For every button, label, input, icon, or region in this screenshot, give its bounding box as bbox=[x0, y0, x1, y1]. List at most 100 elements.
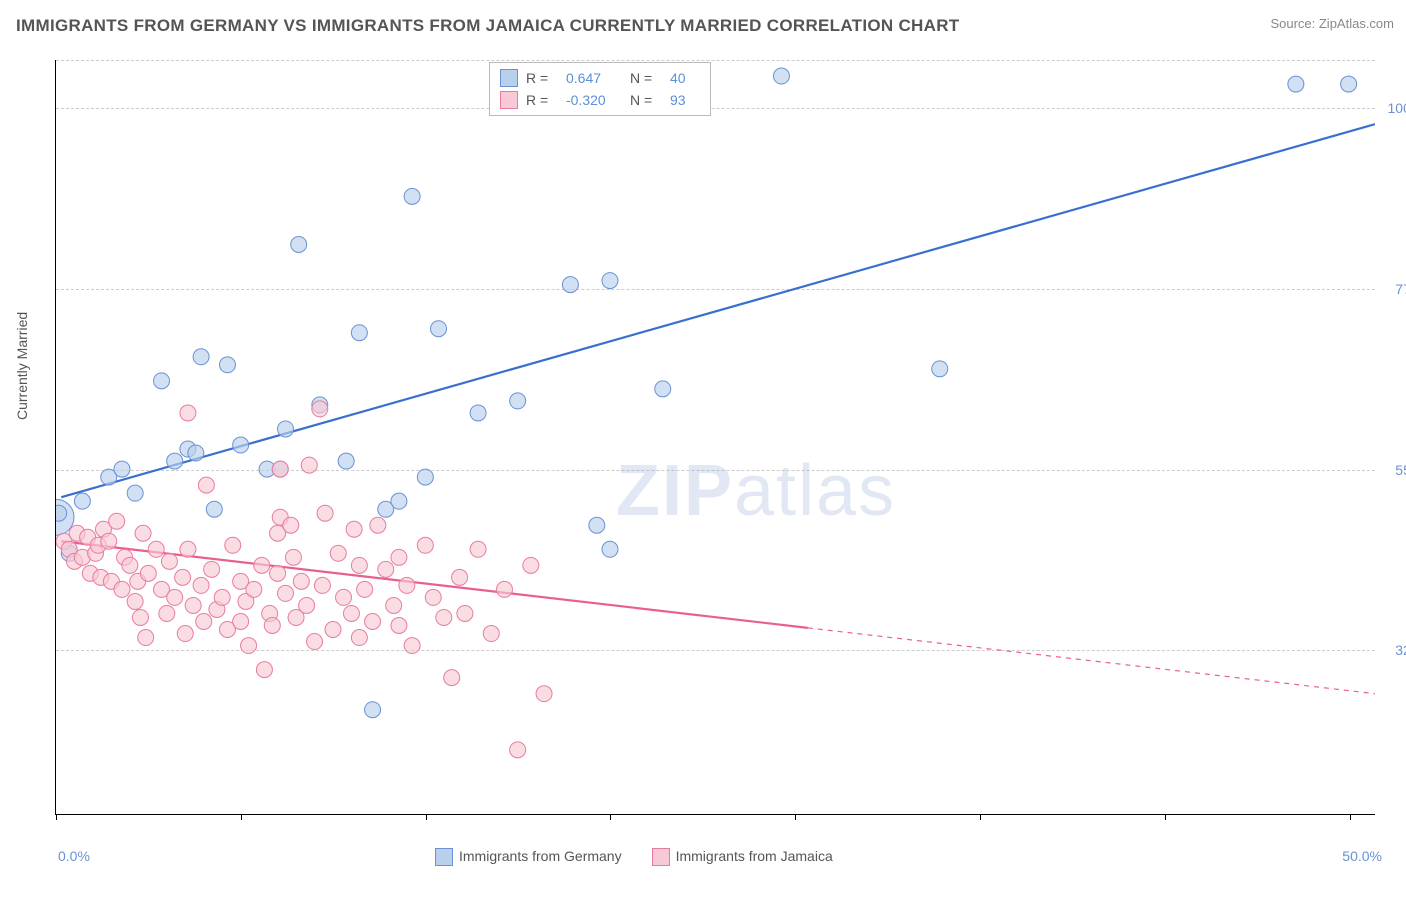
data-point bbox=[132, 609, 148, 625]
data-point bbox=[204, 561, 220, 577]
data-point bbox=[510, 742, 526, 758]
data-point bbox=[256, 662, 272, 678]
data-point bbox=[127, 485, 143, 501]
data-point bbox=[185, 597, 201, 613]
ytick-label: 77.5% bbox=[1395, 281, 1406, 297]
data-point bbox=[214, 589, 230, 605]
data-point bbox=[523, 557, 539, 573]
data-point bbox=[343, 605, 359, 621]
data-point bbox=[1288, 76, 1304, 92]
x-axis-max-label: 50.0% bbox=[1342, 848, 1382, 920]
xtick bbox=[241, 814, 242, 820]
data-point bbox=[325, 622, 341, 638]
data-point bbox=[404, 188, 420, 204]
data-point bbox=[293, 573, 309, 589]
data-point bbox=[346, 521, 362, 537]
data-point bbox=[283, 517, 299, 533]
data-point bbox=[336, 589, 352, 605]
xtick bbox=[56, 814, 57, 820]
data-point bbox=[351, 557, 367, 573]
data-point bbox=[301, 457, 317, 473]
data-point bbox=[278, 421, 294, 437]
data-point bbox=[357, 581, 373, 597]
data-point bbox=[135, 525, 151, 541]
data-point bbox=[241, 638, 257, 654]
xtick bbox=[980, 814, 981, 820]
data-point bbox=[312, 401, 328, 417]
data-point bbox=[138, 630, 154, 646]
data-point bbox=[562, 277, 578, 293]
data-point bbox=[233, 437, 249, 453]
data-point bbox=[1341, 76, 1357, 92]
data-point bbox=[317, 505, 333, 521]
data-point bbox=[161, 553, 177, 569]
data-point bbox=[175, 569, 191, 585]
data-point bbox=[278, 585, 294, 601]
data-point bbox=[391, 493, 407, 509]
data-point bbox=[338, 453, 354, 469]
data-point bbox=[351, 325, 367, 341]
data-point bbox=[496, 581, 512, 597]
plot-area: ZIPatlas R = 0.647 N = 40 R = -0.320 N =… bbox=[55, 60, 1375, 815]
data-point bbox=[148, 541, 164, 557]
x-axis-min-label: 0.0% bbox=[58, 848, 90, 920]
data-point bbox=[219, 357, 235, 373]
data-point bbox=[431, 321, 447, 337]
legend-row-1: R = 0.647 N = 40 bbox=[500, 67, 700, 89]
legend-stats: R = 0.647 N = 40 R = -0.320 N = 93 bbox=[489, 62, 711, 116]
data-point bbox=[233, 614, 249, 630]
bottom-legend: Immigrants from Germany Immigrants from … bbox=[435, 848, 833, 866]
data-point bbox=[307, 634, 323, 650]
data-point bbox=[198, 477, 214, 493]
trend-line-extrapolated bbox=[808, 628, 1375, 694]
data-point bbox=[140, 565, 156, 581]
xtick bbox=[610, 814, 611, 820]
data-point bbox=[932, 361, 948, 377]
data-point bbox=[444, 670, 460, 686]
data-point bbox=[109, 513, 125, 529]
legend-swatch-blue bbox=[500, 69, 518, 87]
data-point bbox=[417, 537, 433, 553]
data-point bbox=[417, 469, 433, 485]
data-point bbox=[188, 445, 204, 461]
data-point bbox=[122, 557, 138, 573]
data-point bbox=[264, 618, 280, 634]
data-point bbox=[391, 618, 407, 634]
y-axis-label: Currently Married bbox=[14, 312, 30, 420]
data-point bbox=[773, 68, 789, 84]
data-point bbox=[285, 549, 301, 565]
xtick bbox=[426, 814, 427, 820]
data-point bbox=[101, 533, 117, 549]
data-point bbox=[399, 577, 415, 593]
xtick bbox=[1350, 814, 1351, 820]
data-point bbox=[114, 461, 130, 477]
ytick-label: 32.5% bbox=[1395, 642, 1406, 658]
data-point bbox=[167, 453, 183, 469]
data-point bbox=[272, 461, 288, 477]
data-point bbox=[180, 405, 196, 421]
data-point bbox=[206, 501, 222, 517]
data-point bbox=[74, 493, 90, 509]
data-point bbox=[180, 541, 196, 557]
data-point bbox=[404, 638, 420, 654]
data-point bbox=[314, 577, 330, 593]
data-point bbox=[291, 236, 307, 252]
data-point bbox=[589, 517, 605, 533]
source-label: Source: ZipAtlas.com bbox=[1270, 16, 1394, 31]
data-point bbox=[457, 605, 473, 621]
data-point bbox=[154, 373, 170, 389]
data-point bbox=[470, 405, 486, 421]
ytick-label: 100.0% bbox=[1388, 100, 1406, 116]
data-point bbox=[270, 565, 286, 581]
chart-svg bbox=[56, 60, 1375, 814]
data-point bbox=[378, 561, 394, 577]
data-point bbox=[167, 589, 183, 605]
ytick-label: 55.0% bbox=[1395, 462, 1406, 478]
data-point bbox=[386, 597, 402, 613]
data-point bbox=[470, 541, 486, 557]
data-point bbox=[602, 273, 618, 289]
data-point bbox=[391, 549, 407, 565]
data-point bbox=[365, 614, 381, 630]
legend-item-1: Immigrants from Germany bbox=[435, 848, 622, 866]
legend-item-2: Immigrants from Jamaica bbox=[652, 848, 833, 866]
